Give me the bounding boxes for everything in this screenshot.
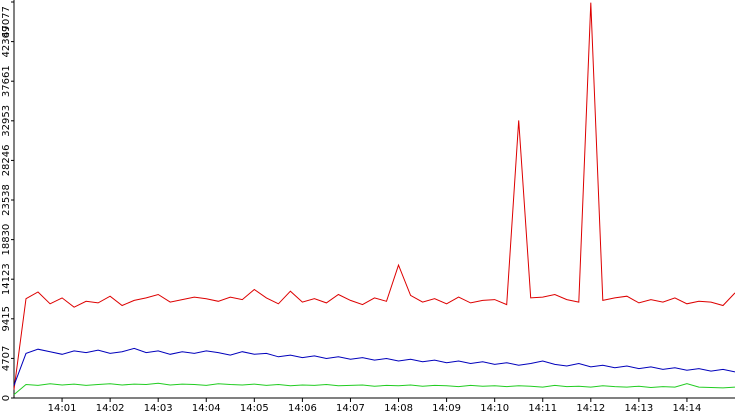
y-tick-label: 4707 <box>1 346 12 371</box>
series-line <box>13 382 735 395</box>
x-tick-label: 14:14 <box>673 403 702 414</box>
series-line <box>13 347 735 386</box>
x-tick-label: 14:06 <box>288 403 317 414</box>
x-tick-label: 14:02 <box>96 403 125 414</box>
y-tick-label: 37661 <box>1 65 12 97</box>
x-tick-label: 14:08 <box>384 403 413 414</box>
series-line <box>13 2 735 390</box>
y-tick-label: 42369 <box>1 26 12 58</box>
x-tick-label: 14:04 <box>192 403 221 414</box>
y-tick-label: 23538 <box>1 184 12 216</box>
x-tick-label: 14:03 <box>144 403 173 414</box>
x-tick-label: 14:05 <box>240 403 269 414</box>
x-tick-label: 14:10 <box>480 403 509 414</box>
y-tick-label: 32953 <box>1 105 12 137</box>
y-tick-label: 47077 <box>1 6 12 38</box>
x-tick-label: 14:01 <box>48 403 77 414</box>
x-tick-label: 14:12 <box>576 403 605 414</box>
y-tick-label: 18830 <box>1 224 12 256</box>
y-tick-label: 14123 <box>1 263 12 295</box>
x-tick-label: 14:11 <box>528 403 557 414</box>
y-tick-label: 0 <box>1 395 12 401</box>
x-tick-label: 14:07 <box>336 403 365 414</box>
x-tick-label: 14:13 <box>624 403 653 414</box>
y-tick-label: 28246 <box>1 144 12 176</box>
x-tick-label: 14:09 <box>432 403 461 414</box>
y-tick-label: 9415 <box>1 306 12 331</box>
